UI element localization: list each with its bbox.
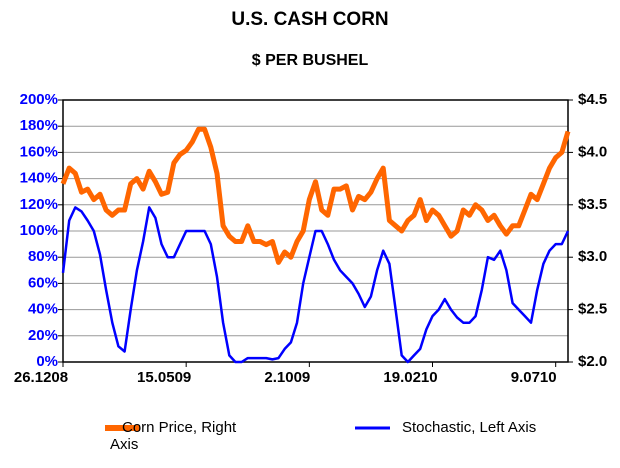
- y-tick-label: 160%: [20, 143, 58, 160]
- y2-tick-label: $2.0: [578, 353, 607, 370]
- y2-tick-label: $3.5: [578, 196, 607, 213]
- x-tick-label: 19.0210: [383, 369, 437, 386]
- x-tick-label: 9.0710: [511, 369, 557, 386]
- y-tick-label: 0%: [36, 353, 58, 370]
- series-line: [61, 206, 570, 364]
- series-line: [60, 126, 571, 265]
- y-tick-label: 20%: [28, 327, 58, 344]
- y-tick-label: 100%: [20, 222, 58, 239]
- x-tick-label: 15.0509: [137, 369, 191, 386]
- legend-label: Corn Price, Right Axis: [110, 419, 237, 453]
- y2-tick-label: $4.5: [578, 91, 607, 108]
- x-tick-label: 2.1009: [264, 369, 310, 386]
- y-tick-label: 180%: [20, 117, 58, 134]
- y-tick-label: 140%: [20, 170, 58, 187]
- chart-subtitle: $ PER BUSHEL: [252, 52, 369, 69]
- y2-tick-label: $2.5: [578, 301, 607, 318]
- x-tick-label: 26.1208: [14, 369, 68, 386]
- y-tick-label: 120%: [20, 196, 58, 213]
- y-tick-label: 200%: [20, 91, 58, 108]
- y-tick-label: 60%: [28, 274, 58, 291]
- y-tick-label: 80%: [28, 248, 58, 265]
- y-tick-label: 40%: [28, 301, 58, 318]
- chart-title: U.S. CASH CORN: [231, 9, 388, 30]
- y2-tick-label: $3.0: [578, 248, 607, 265]
- legend-label: Stochastic, Left Axis: [402, 419, 537, 436]
- y2-tick-label: $4.0: [578, 143, 607, 160]
